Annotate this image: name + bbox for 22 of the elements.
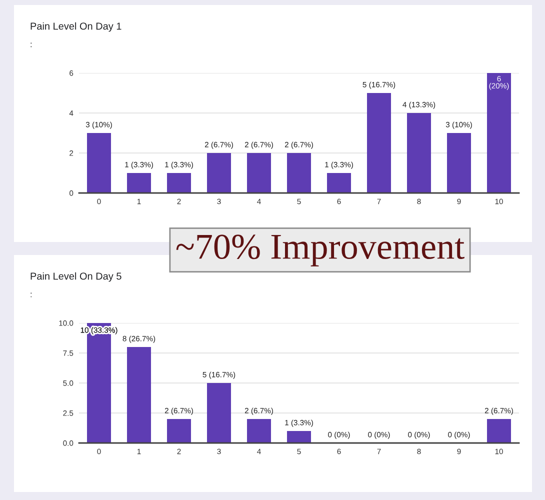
bar xyxy=(447,133,471,193)
chart-subtitle: : xyxy=(30,42,32,48)
bar xyxy=(207,153,231,193)
chart-subtitle: : xyxy=(30,292,32,298)
bar xyxy=(167,419,191,443)
bar xyxy=(487,73,511,193)
bar xyxy=(407,113,431,193)
bar xyxy=(247,419,271,443)
bar xyxy=(247,153,271,193)
bar xyxy=(167,173,191,193)
bar xyxy=(127,347,151,443)
bar xyxy=(327,173,351,193)
bar xyxy=(287,153,311,193)
chart-title: Pain Level On Day 1 xyxy=(30,22,122,32)
text: ~70% Improvement xyxy=(176,234,464,266)
bar xyxy=(487,419,511,443)
bar xyxy=(367,93,391,193)
bar xyxy=(87,133,111,193)
bar xyxy=(127,173,151,193)
chart-title: Pain Level On Day 5 xyxy=(30,272,122,282)
bar xyxy=(287,431,311,443)
bar xyxy=(207,383,231,443)
